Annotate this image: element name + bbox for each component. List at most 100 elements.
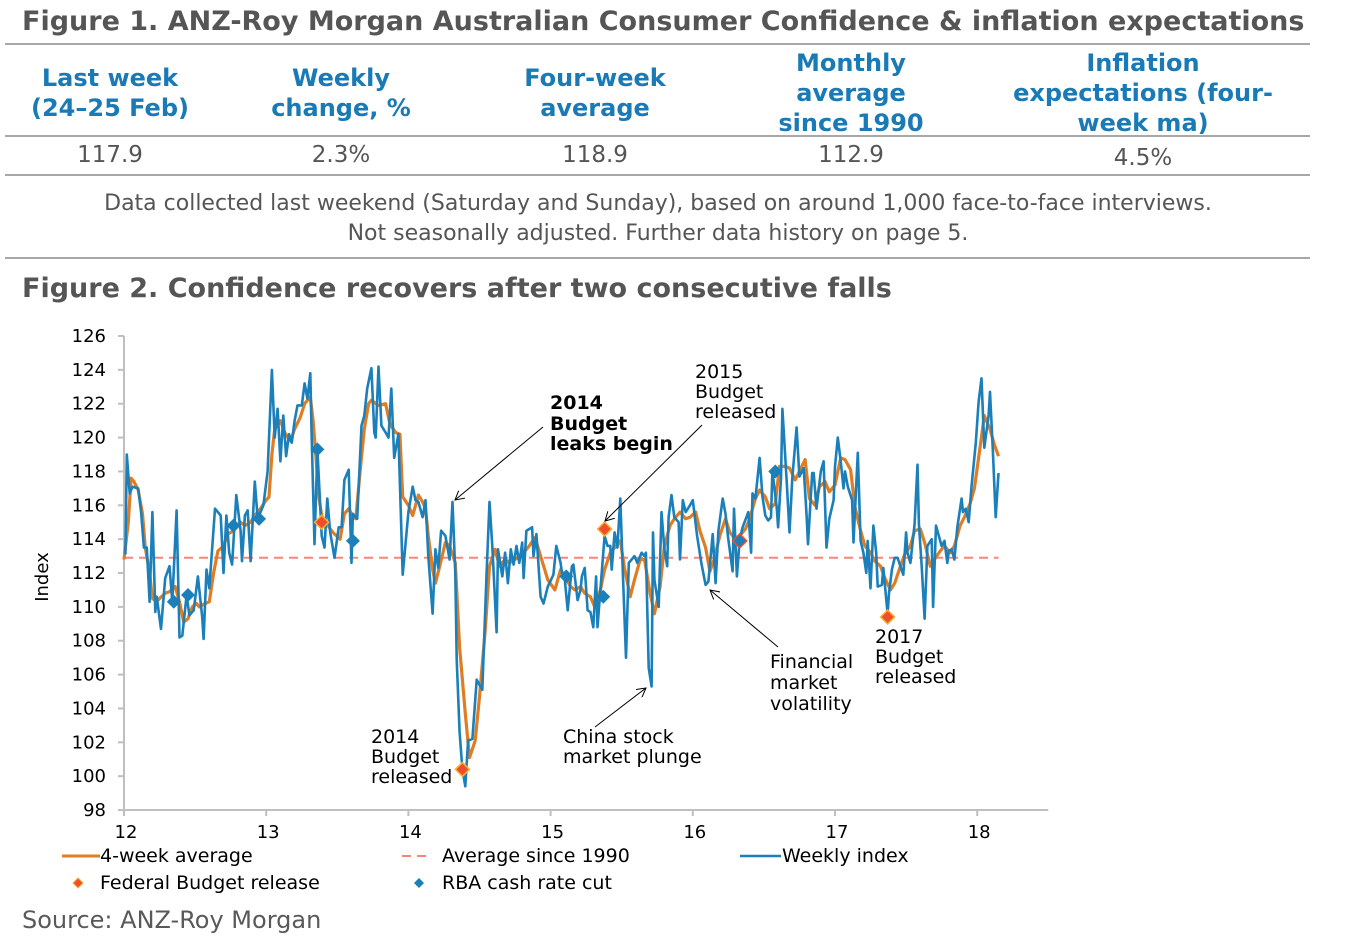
axes: 98 100 102 104 106 108 110 112 114 116 118 120 122 12… — [72, 326, 1049, 843]
column-header-line: Four-week — [524, 64, 666, 92]
annotation-line: released — [875, 666, 956, 688]
budget-release-marker — [879, 608, 896, 626]
y-tick-label: 124 — [72, 360, 106, 381]
annotation-budget-2015: 2015 Budget released — [605, 361, 776, 521]
y-tick-label: 106 — [72, 665, 106, 686]
annotation-text: 2014 Budget released — [371, 726, 452, 788]
column-header-line: since 1990 — [778, 109, 924, 137]
column-value-last-week: 117.9 — [77, 142, 143, 168]
annotation-line: Budget — [550, 413, 627, 435]
budget-release-marker — [596, 520, 613, 538]
y-tick-label: 98 — [83, 800, 106, 821]
annotation-line: market — [770, 672, 837, 694]
table-note: Data collected last weekend (Saturday an… — [0, 189, 1316, 249]
rba-cut-marker — [345, 533, 360, 548]
x-tick-label: 17 — [826, 822, 849, 843]
rba-cut-marker — [559, 569, 574, 584]
rba-cut-marker — [596, 589, 611, 604]
annotation-budget-2017: 2017 Budget released — [875, 626, 956, 688]
rba-cut-marker — [226, 518, 241, 533]
y-tick-label: 114 — [72, 529, 106, 550]
column-value-four-week-average: 118.9 — [562, 142, 628, 168]
legend: 4-week average Average since 1990 Weekly… — [62, 845, 909, 894]
annotation-line: Financial — [770, 651, 853, 673]
annotation-arrow — [455, 426, 544, 500]
figure1-title: Figure 1. ANZ-Roy Morgan Australian Cons… — [22, 6, 1305, 37]
y-tick-label: 104 — [72, 698, 106, 719]
y-tick-label: 108 — [72, 631, 106, 652]
annotation-budget-leaks-2014: 2014 Budget leaks begin — [455, 392, 673, 500]
column-header-line: Last week — [41, 64, 179, 92]
y-axis-label: Index — [32, 552, 53, 602]
column-header-weekly-change: Weekly change, % — [176, 48, 506, 138]
annotation-arrow — [594, 688, 646, 728]
annotation-line: Budget — [371, 746, 439, 768]
x-tick-label: 13 — [257, 822, 280, 843]
budget-release-marker — [454, 761, 471, 778]
annotation-line: China stock — [563, 726, 674, 748]
x-tick-label: 18 — [968, 822, 991, 843]
column-value-monthly-average: 112.9 — [818, 142, 884, 168]
y-tick-label: 102 — [72, 732, 106, 753]
y-tick-label: 126 — [72, 326, 106, 347]
annotation-line: 2014 — [371, 726, 419, 748]
annotation-line: 2017 — [875, 626, 923, 648]
y-tick-label: 112 — [72, 563, 106, 584]
legend-label: Weekly index — [782, 845, 909, 867]
column-header-line: Inflation — [1086, 49, 1200, 77]
annotation-arrow — [710, 590, 779, 648]
legend-label: Federal Budget release — [100, 872, 320, 894]
annotation-text: China stock market plunge — [563, 726, 702, 768]
rba-cut-marker — [166, 594, 181, 609]
x-tick-label: 16 — [683, 822, 706, 843]
column-value-weekly-change: 2.3% — [311, 142, 371, 168]
legend-swatch-budget-diamond — [72, 877, 84, 889]
column-header-line: expectations (four- — [1013, 79, 1273, 107]
note-line: Not seasonally adjusted. Further data hi… — [347, 221, 969, 246]
y-tick-label: 110 — [72, 597, 106, 618]
legend-swatch-rba-diamond — [414, 878, 424, 888]
confidence-chart: 98 100 102 104 106 108 110 112 114 116 118 120 122 12… — [32, 326, 1049, 894]
column-header-monthly-average: Monthly average since 1990 — [686, 48, 1016, 138]
divider — [5, 257, 1310, 259]
legend-label: 4-week average — [100, 845, 253, 867]
annotation-line: volatility — [770, 693, 852, 715]
annotation-line: Budget — [875, 646, 943, 668]
annotation-arrow — [605, 424, 703, 521]
annotation-text: Financial market volatility — [770, 651, 859, 715]
rba-cut-marker — [310, 442, 325, 457]
x-tick-label: 15 — [541, 822, 564, 843]
y-tick-label: 116 — [72, 495, 106, 516]
column-header-line: change, % — [271, 94, 411, 122]
annotation-line: 2014 — [550, 392, 603, 414]
column-header-line: average — [796, 79, 906, 107]
annotation-text: 2017 Budget released — [875, 626, 956, 688]
annotation-line: 2015 — [695, 361, 743, 383]
annotation-china-plunge: China stock market plunge — [563, 688, 702, 768]
legend-label: RBA cash rate cut — [442, 872, 612, 894]
annotation-line: market plunge — [563, 746, 702, 768]
annotation-text: 2015 Budget released — [695, 361, 776, 423]
divider — [5, 135, 1310, 137]
x-tick-label: 12 — [115, 822, 138, 843]
annotation-line: leaks begin — [550, 433, 673, 455]
y-tick-label: 100 — [72, 766, 106, 787]
column-header-line: week ma) — [1077, 109, 1209, 137]
divider — [5, 174, 1310, 176]
budget-release-marker — [313, 514, 330, 531]
annotation-budget-2014: 2014 Budget released — [371, 726, 452, 788]
column-header-line: average — [540, 94, 650, 122]
y-tick-label: 120 — [72, 428, 106, 449]
source-note: Source: ANZ-Roy Morgan — [22, 906, 322, 934]
x-tick-label: 14 — [399, 822, 422, 843]
rba-cut-marker — [180, 588, 195, 603]
column-header-line: Monthly — [796, 49, 906, 77]
legend-label: Average since 1990 — [442, 845, 630, 867]
budget-release-marker — [731, 532, 748, 549]
column-header-four-week-average: Four-week average — [430, 48, 760, 138]
annotation-line: released — [371, 766, 452, 788]
divider — [5, 43, 1310, 45]
column-header-last-week: Last week (24–25 Feb) — [0, 48, 275, 138]
annotation-line: released — [695, 401, 776, 423]
column-value-inflation-expectations: 4.5% — [1113, 145, 1173, 171]
